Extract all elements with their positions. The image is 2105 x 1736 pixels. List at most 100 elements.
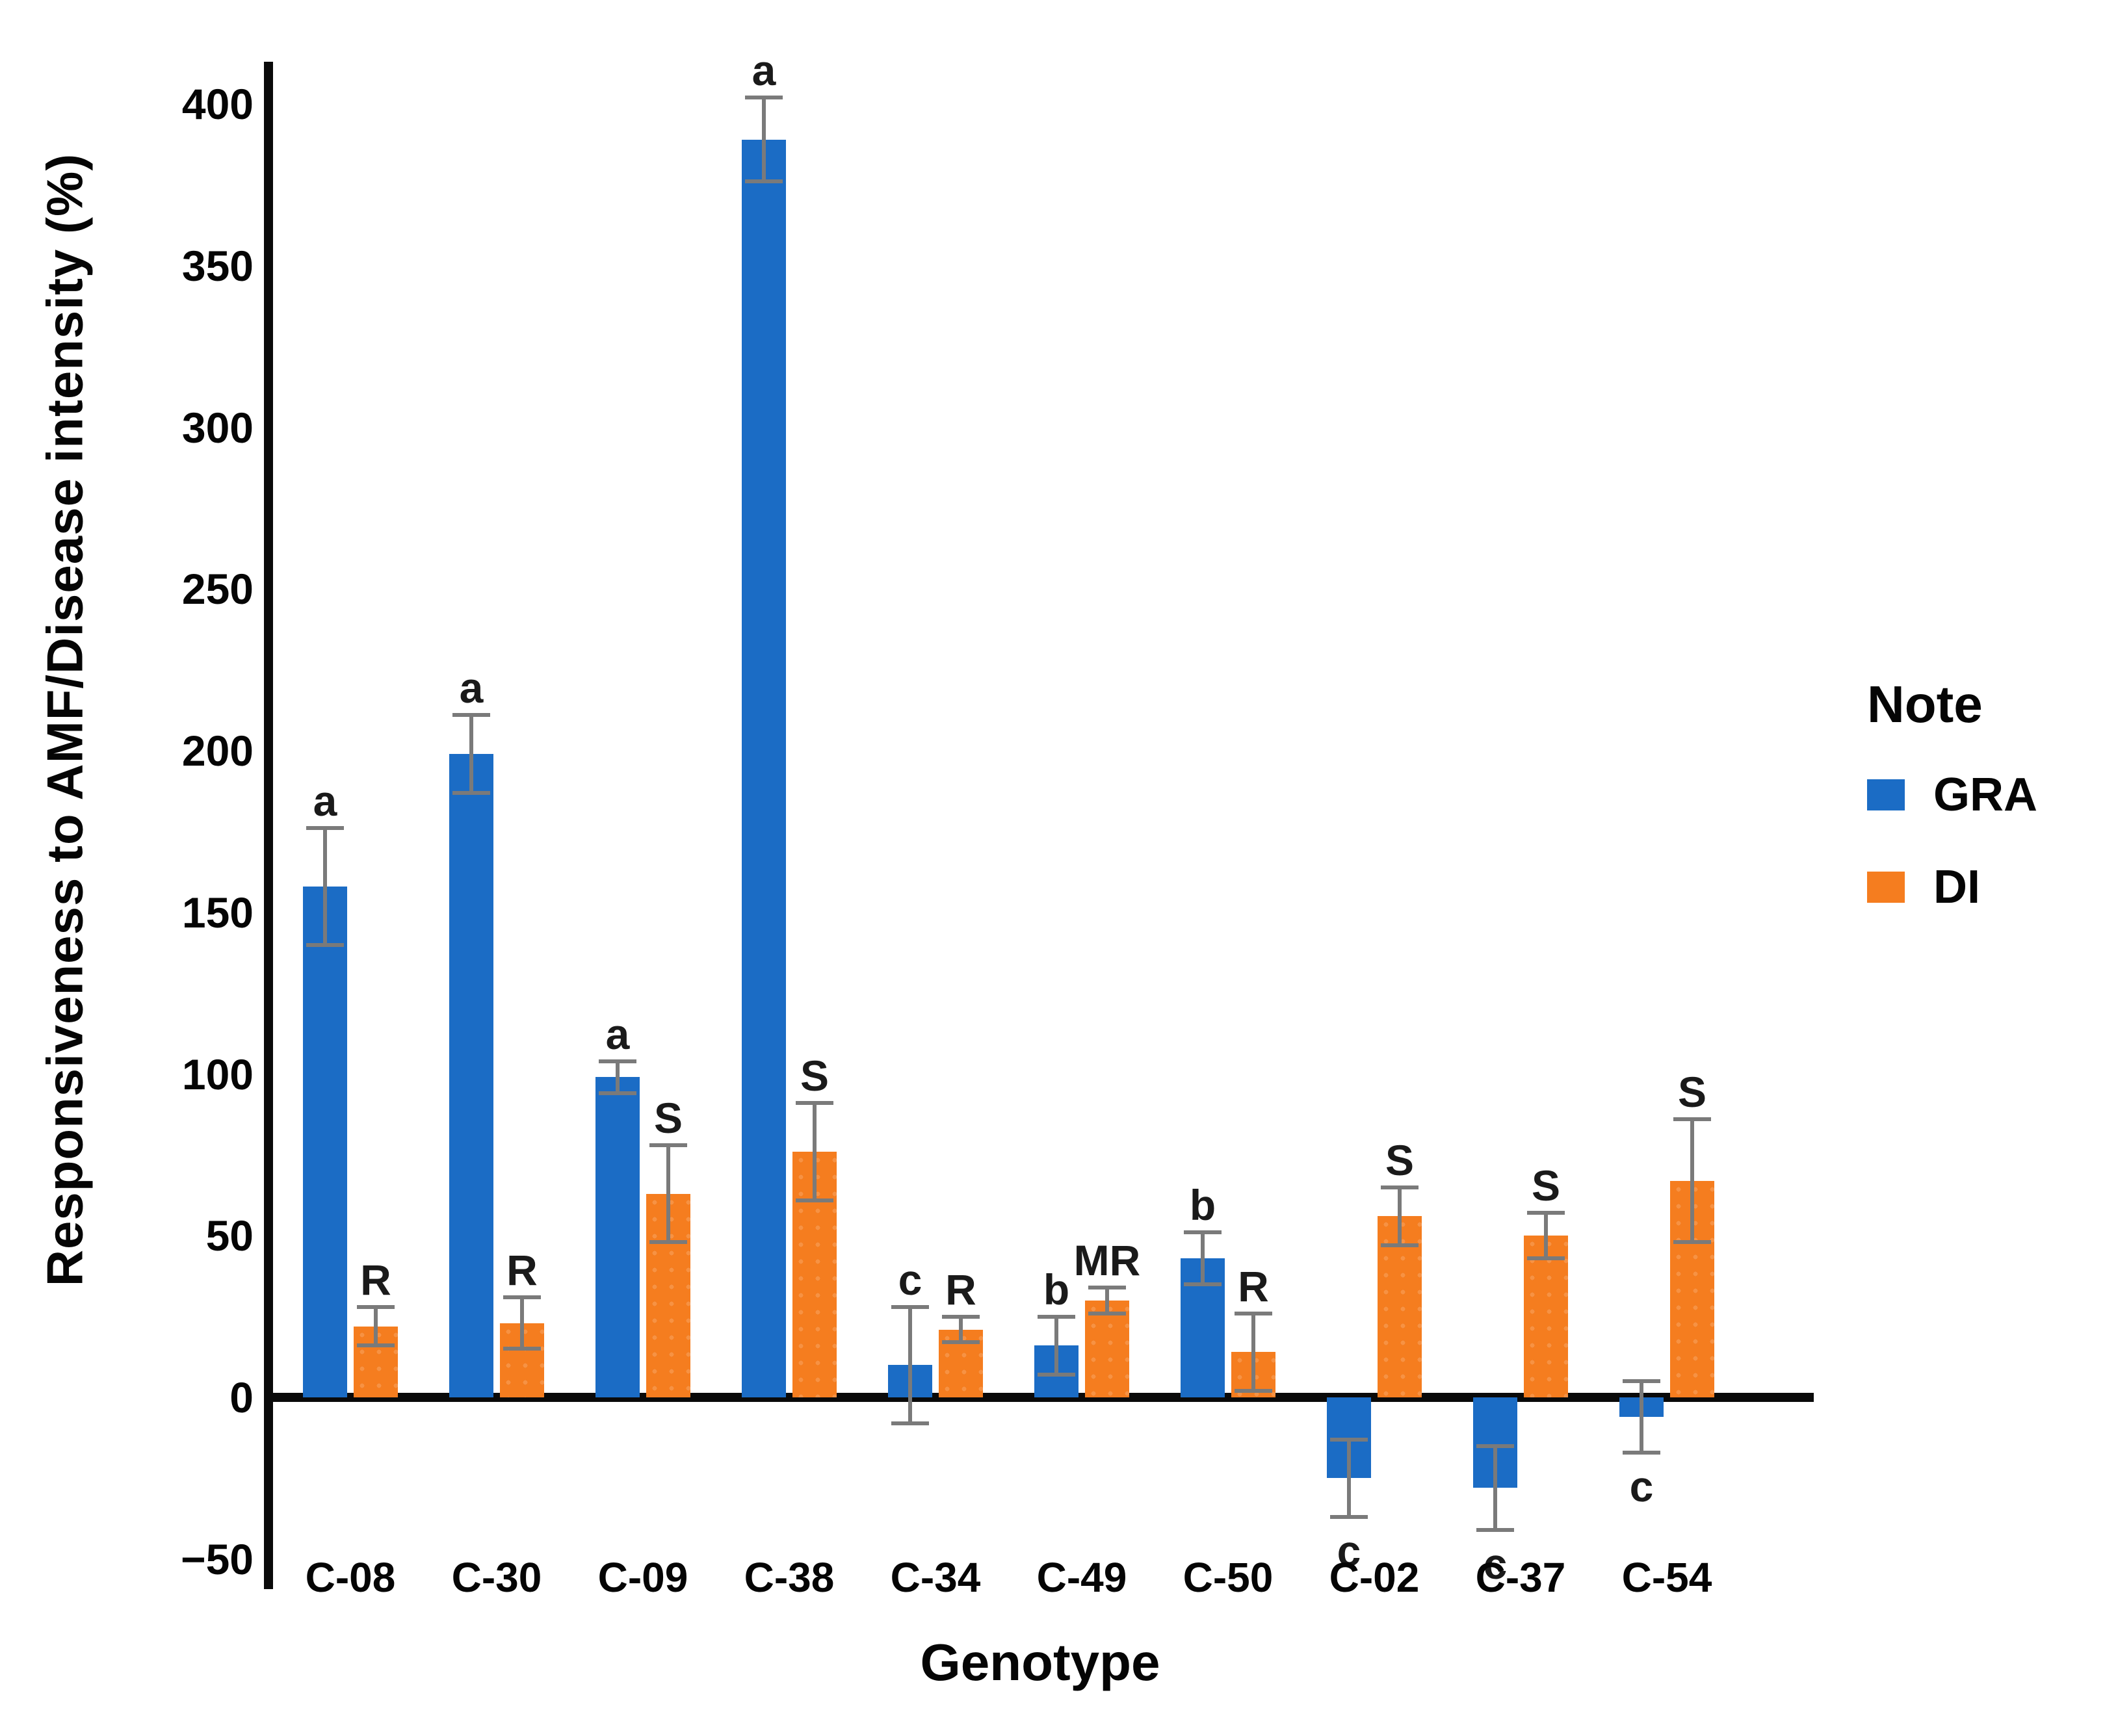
y-tick-label-150: 150 <box>181 888 254 937</box>
x-tick-label-C-30: C-30 <box>451 1554 542 1601</box>
sig-letter-gra-C-49: b <box>1043 1265 1070 1314</box>
sig-letter-di-C-34: R <box>945 1265 976 1314</box>
sig-letter-di-C-38: S <box>800 1052 830 1100</box>
error-cap-bottom-di-C-38 <box>796 1198 833 1202</box>
error-bar-di-C-37 <box>1544 1213 1548 1259</box>
bar-di-C-30 <box>500 1323 544 1397</box>
x-tick-label-C-50: C-50 <box>1183 1554 1274 1601</box>
error-cap-bottom-gra-C-37 <box>1476 1527 1514 1532</box>
error-cap-top-gra-C-02 <box>1330 1437 1368 1442</box>
error-cap-bottom-di-C-54 <box>1673 1240 1711 1245</box>
error-bar-di-C-02 <box>1398 1187 1402 1246</box>
error-cap-top-di-C-54 <box>1673 1117 1711 1122</box>
sig-letter-di-C-50: R <box>1238 1262 1269 1310</box>
error-cap-top-di-C-08 <box>357 1304 395 1309</box>
sig-letter-di-C-02: S <box>1385 1135 1415 1184</box>
x-tick-label-C-08: C-08 <box>305 1554 396 1601</box>
error-cap-top-di-C-02 <box>1381 1185 1419 1189</box>
sig-letter-gra-C-38: a <box>752 46 776 95</box>
legend-item-di: DI <box>1867 861 2101 914</box>
error-bar-di-C-09 <box>666 1145 670 1243</box>
legend-swatch-di <box>1867 872 1905 903</box>
y-tick-label-300: 300 <box>181 403 254 452</box>
legend-swatch-gra <box>1867 779 1905 810</box>
error-cap-bottom-di-C-02 <box>1381 1243 1419 1248</box>
error-bar-di-C-38 <box>813 1103 817 1200</box>
error-cap-top-di-C-50 <box>1235 1311 1272 1315</box>
error-bar-di-C-50 <box>1251 1313 1255 1392</box>
error-cap-bottom-gra-C-54 <box>1623 1450 1660 1455</box>
error-cap-top-di-C-49 <box>1088 1285 1126 1289</box>
sig-letter-di-C-08: R <box>360 1255 391 1304</box>
bar-gra-C-38 <box>742 139 786 1397</box>
error-cap-top-gra-C-08 <box>306 826 344 831</box>
legend-label-gra: GRA <box>1933 769 2037 821</box>
sig-letter-gra-C-34: c <box>898 1255 922 1304</box>
legend-item-gra: GRA <box>1867 768 2101 822</box>
error-cap-top-gra-C-38 <box>745 96 783 100</box>
error-bar-gra-C-30 <box>469 715 473 793</box>
error-cap-bottom-gra-C-30 <box>452 790 490 795</box>
error-cap-bottom-gra-C-49 <box>1038 1373 1075 1377</box>
error-cap-bottom-di-C-49 <box>1088 1311 1126 1315</box>
bar-gra-C-09 <box>595 1077 640 1397</box>
sig-letter-di-C-30: R <box>506 1245 538 1294</box>
error-cap-top-di-C-34 <box>942 1314 980 1319</box>
error-cap-bottom-di-C-30 <box>503 1347 541 1351</box>
x-tick-label-C-02: C-02 <box>1329 1554 1420 1601</box>
y-tick-label-400: 400 <box>181 80 254 128</box>
error-cap-bottom-di-C-50 <box>1235 1389 1272 1393</box>
bar-gra-C-08 <box>303 886 347 1397</box>
error-cap-bottom-gra-C-38 <box>745 179 783 184</box>
error-bar-gra-C-09 <box>616 1061 620 1094</box>
sig-letter-gra-C-08: a <box>313 777 337 825</box>
sig-letter-gra-C-37: c <box>1483 1539 1508 1588</box>
error-cap-top-gra-C-37 <box>1476 1444 1514 1448</box>
sig-letter-gra-C-54: c <box>1629 1462 1654 1510</box>
x-axis-title: Genotype <box>920 1633 1160 1691</box>
error-cap-top-di-C-38 <box>796 1101 833 1106</box>
error-cap-bottom-di-C-37 <box>1527 1256 1565 1261</box>
sig-letter-gra-C-50: b <box>1189 1181 1216 1230</box>
sig-letter-di-C-54: S <box>1677 1068 1707 1117</box>
error-cap-bottom-di-C-08 <box>357 1343 395 1348</box>
bar-di-C-37 <box>1524 1236 1568 1397</box>
error-cap-top-di-C-30 <box>503 1295 541 1299</box>
y-tick-label-250: 250 <box>181 565 254 614</box>
error-bar-gra-C-34 <box>908 1306 912 1423</box>
y-tick-label-350: 350 <box>181 241 254 290</box>
error-bar-gra-C-02 <box>1347 1439 1351 1518</box>
error-cap-bottom-gra-C-08 <box>306 942 344 947</box>
error-cap-top-di-C-37 <box>1527 1211 1565 1215</box>
y-tick-label-neg50: −50 <box>181 1535 254 1583</box>
y-tick-label-0: 0 <box>229 1373 254 1421</box>
y-tick-label-50: 50 <box>205 1211 254 1260</box>
error-bar-gra-C-37 <box>1493 1445 1497 1530</box>
error-bar-di-C-30 <box>520 1297 524 1349</box>
error-bar-gra-C-50 <box>1201 1232 1205 1284</box>
error-cap-top-gra-C-50 <box>1184 1230 1222 1235</box>
y-axis-spine <box>264 62 273 1589</box>
x-tick-label-C-37: C-37 <box>1475 1554 1566 1601</box>
error-bar-di-C-54 <box>1690 1119 1694 1243</box>
sig-letter-di-C-37: S <box>1531 1161 1561 1210</box>
error-cap-top-gra-C-34 <box>891 1304 929 1309</box>
x-tick-label-C-09: C-09 <box>597 1554 688 1601</box>
error-cap-bottom-di-C-09 <box>649 1240 687 1245</box>
error-cap-top-gra-C-49 <box>1038 1314 1075 1319</box>
x-tick-label-C-38: C-38 <box>744 1554 835 1601</box>
y-tick-label-200: 200 <box>181 727 254 775</box>
y-tick-label-100: 100 <box>181 1050 254 1098</box>
error-bar-gra-C-49 <box>1054 1316 1058 1375</box>
x-tick-label-C-49: C-49 <box>1036 1554 1127 1601</box>
error-cap-bottom-gra-C-50 <box>1184 1282 1222 1286</box>
sig-letter-gra-C-02: c <box>1337 1527 1361 1575</box>
error-bar-di-C-34 <box>959 1316 963 1343</box>
error-bar-di-C-49 <box>1105 1287 1109 1314</box>
bar-di-C-49 <box>1085 1300 1129 1397</box>
sig-letter-gra-C-09: a <box>605 1009 630 1058</box>
error-bar-gra-C-38 <box>762 97 766 182</box>
error-cap-bottom-gra-C-09 <box>599 1091 636 1096</box>
error-cap-bottom-gra-C-02 <box>1330 1515 1368 1520</box>
